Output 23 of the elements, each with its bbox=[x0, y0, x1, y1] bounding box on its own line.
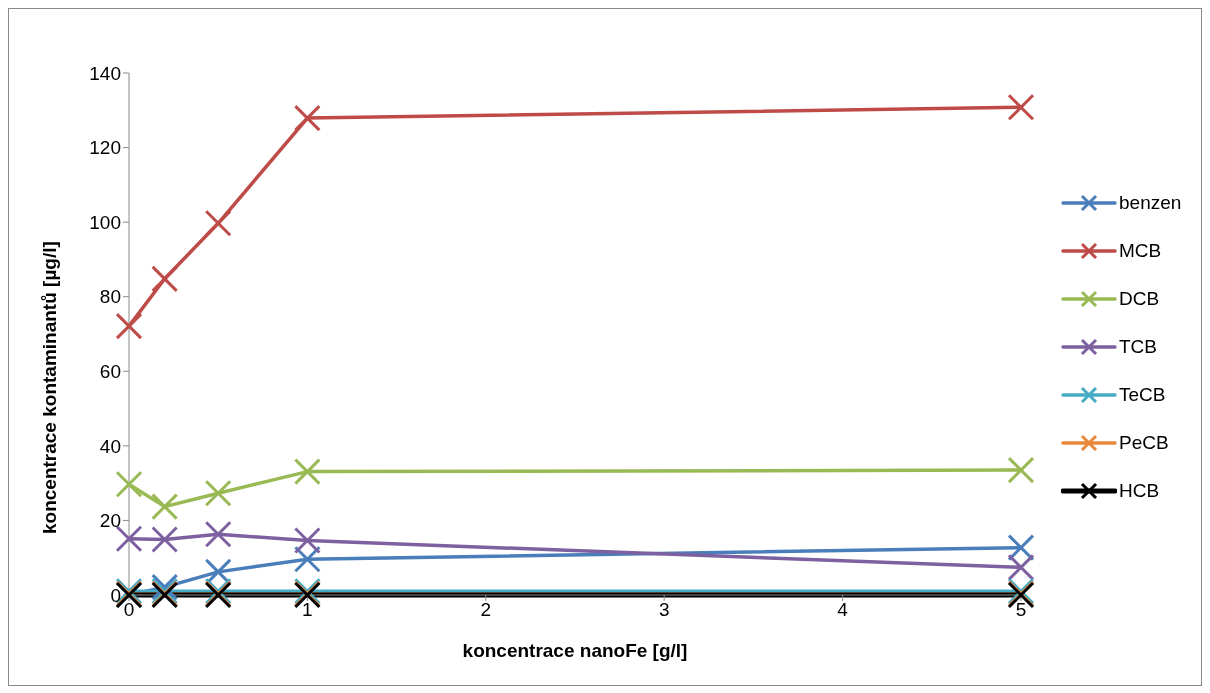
y-tick-label: 40 bbox=[99, 435, 121, 457]
y-axis-title: koncentrace kontaminantů [µg/l] bbox=[38, 241, 60, 534]
legend-label: DCB bbox=[1119, 288, 1160, 310]
legend-label: TeCB bbox=[1119, 384, 1166, 406]
y-tick-label: 0 bbox=[110, 584, 121, 606]
x-tick-label: 0 bbox=[123, 599, 135, 621]
y-tick-label: 60 bbox=[99, 361, 121, 383]
x-axis-title: koncentrace nanoFe [g/l] bbox=[462, 640, 688, 661]
x-tick-label: 1 bbox=[302, 599, 313, 621]
x-tick-label: 2 bbox=[480, 599, 492, 621]
x-tick-label: 3 bbox=[658, 599, 670, 621]
legend-label: HCB bbox=[1119, 480, 1160, 502]
y-tick-label: 120 bbox=[89, 137, 121, 159]
y-tick-label: 80 bbox=[99, 286, 121, 308]
legend-label: benzen bbox=[1119, 192, 1182, 214]
legend-label: PeCB bbox=[1119, 432, 1169, 454]
y-tick-label: 140 bbox=[89, 62, 121, 84]
x-tick-label: 4 bbox=[837, 599, 849, 621]
legend-label: TCB bbox=[1119, 336, 1157, 358]
x-tick-label: 5 bbox=[1015, 599, 1027, 621]
y-tick-label: 100 bbox=[89, 211, 121, 233]
legend-label: MCB bbox=[1119, 240, 1162, 262]
y-tick-label: 20 bbox=[99, 510, 121, 532]
